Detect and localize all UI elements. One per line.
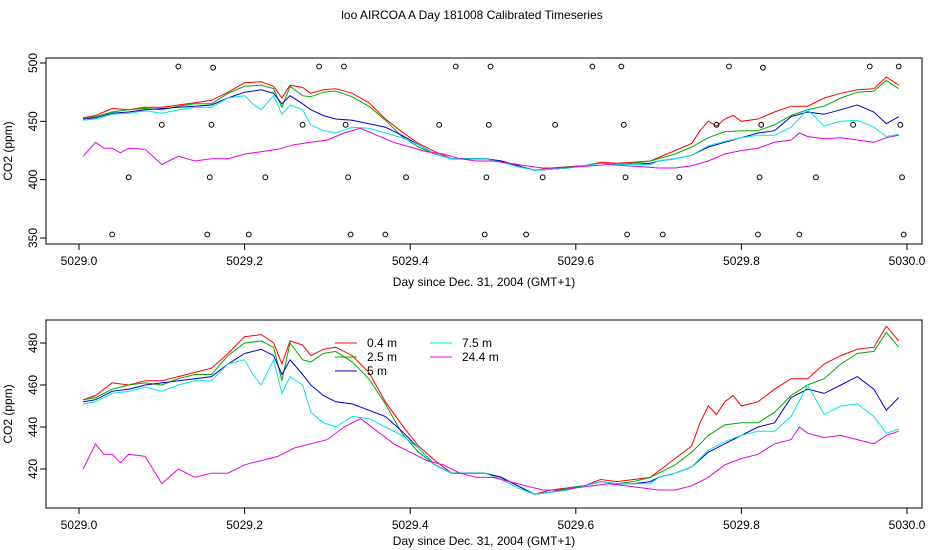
legend-label: 24.4 m: [462, 350, 499, 364]
data-point: [125, 174, 132, 181]
data-point: [158, 121, 165, 128]
data-point: [622, 174, 629, 181]
top-series-lines: [82, 76, 899, 171]
data-point: [850, 121, 857, 128]
data-point: [262, 174, 269, 181]
data-point: [206, 174, 213, 181]
data-point: [341, 63, 347, 70]
data-point: [659, 231, 666, 238]
top-plot-frame: [45, 57, 923, 245]
top-series-line-2: [83, 89, 899, 171]
data-point: [204, 231, 211, 238]
data-point: [618, 63, 625, 70]
top-panel: 5029.0 5029.2 5029.4 5029.6 5029.8 5030.0 350 4…: [1, 53, 926, 289]
data-point: [813, 174, 819, 181]
legend: 0.4 m2.5 m5 m 7.5 m24.4 m: [335, 336, 499, 378]
data-point: [539, 174, 546, 181]
data-point: [436, 121, 443, 128]
data-point: [316, 63, 323, 70]
top-x-tick-label: 5030.0: [889, 254, 926, 268]
data-point: [897, 121, 904, 128]
bottom-x-tick-label: 5029.2: [226, 518, 263, 532]
data-point: [208, 121, 215, 128]
data-point: [210, 64, 217, 71]
data-point: [755, 231, 761, 238]
data-point: [900, 231, 907, 238]
data-point: [452, 63, 459, 70]
top-axes: 5029.0 5029.2 5029.4 5029.6 5029.8 5030.0 350 4…: [26, 53, 926, 268]
data-point: [382, 231, 389, 238]
legend-label: 2.5 m: [367, 350, 397, 364]
data-point: [175, 63, 182, 70]
bottom-y-tick-label: 480: [26, 333, 40, 353]
data-point: [109, 231, 116, 238]
bottom-panel: 5029.0 5029.2 5029.4 5029.6 5029.8 5030.0 420 4…: [1, 319, 926, 548]
top-y-axis-label: CO2 (ppm): [1, 121, 15, 180]
data-point: [483, 174, 490, 181]
top-x-tick-label: 5029.6: [557, 254, 594, 268]
top-y-tick-label: 500: [26, 53, 40, 73]
data-point: [624, 231, 631, 238]
bottom-y-tick-label: 420: [26, 459, 40, 479]
data-point: [589, 63, 596, 70]
data-point: [796, 231, 803, 238]
data-point: [485, 121, 492, 128]
bottom-series-line-4: [82, 418, 899, 491]
data-point: [245, 231, 252, 238]
top-x-tick-label: 5029.2: [226, 254, 263, 268]
top-series-line-3: [83, 94, 899, 171]
top-points: [109, 63, 907, 238]
bottom-x-tick-label: 5029.8: [723, 518, 760, 532]
top-series-line-4: [82, 127, 899, 169]
data-point: [299, 121, 306, 128]
data-point: [866, 63, 873, 70]
bottom-plot-frame: [45, 319, 923, 509]
bottom-x-tick-label: 5029.0: [61, 518, 98, 532]
data-point: [620, 121, 627, 128]
data-point: [713, 121, 720, 128]
data-point: [481, 231, 488, 238]
top-y-tick-label: 400: [26, 169, 40, 189]
top-y-tick-label: 450: [26, 111, 40, 131]
data-point: [345, 174, 352, 181]
bottom-x-axis-label: Day since Dec. 31, 2004 (GMT+1): [393, 534, 575, 548]
data-point: [899, 174, 905, 181]
data-point: [487, 63, 494, 70]
legend-label: 7.5 m: [462, 336, 492, 350]
data-point: [895, 63, 902, 70]
data-point: [756, 174, 763, 181]
data-point: [523, 231, 530, 238]
legend-label: 0.4 m: [367, 336, 397, 350]
top-x-tick-label: 5029.8: [723, 254, 760, 268]
bottom-x-tick-label: 5029.6: [557, 518, 594, 532]
top-x-tick-label: 5029.0: [61, 254, 98, 268]
top-x-tick-label: 5029.4: [392, 254, 429, 268]
figure-title: loo AIRCOA A Day 181008 Calibrated Times…: [341, 8, 602, 22]
bottom-y-tick-label: 440: [26, 417, 40, 437]
bottom-x-tick-label: 5030.0: [889, 518, 926, 532]
bottom-y-tick-label: 460: [26, 375, 40, 395]
data-point: [758, 121, 765, 128]
bottom-x-tick-label: 5029.4: [392, 518, 429, 532]
data-point: [760, 64, 766, 71]
data-point: [676, 174, 683, 181]
bottom-series-line-2: [83, 348, 900, 495]
data-point: [403, 174, 409, 181]
bottom-y-axis-label: CO2 (ppm): [1, 384, 15, 443]
bottom-series-line-3: [83, 358, 899, 495]
data-point: [726, 63, 732, 70]
legend-label: 5 m: [367, 364, 387, 378]
bottom-series-lines: [82, 325, 900, 495]
top-y-tick-label: 350: [26, 228, 40, 248]
data-point: [552, 121, 558, 128]
data-point: [342, 121, 349, 128]
bottom-axes: 5029.0 5029.2 5029.4 5029.6 5029.8 5030.0 420 4…: [26, 333, 926, 532]
data-point: [347, 231, 354, 238]
top-x-axis-label: Day since Dec. 31, 2004 (GMT+1): [393, 275, 575, 289]
